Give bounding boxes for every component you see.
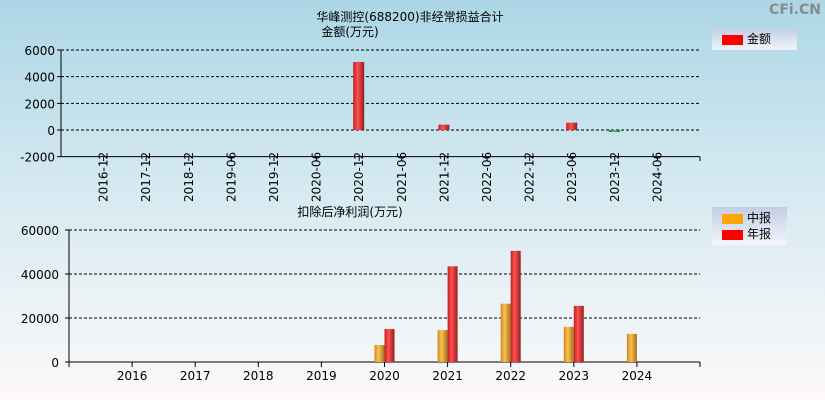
x-tick-label: 2022-12 — [523, 152, 537, 202]
x-tick-label: 2023-06 — [565, 152, 579, 202]
x-tick-label: 2021-12 — [437, 152, 451, 202]
legend-bottom: 中报 年报 — [712, 207, 787, 245]
x-tick-label: 2017-12 — [139, 152, 153, 202]
x-tick-label: 2021-06 — [395, 152, 409, 202]
x-tick-label: 2024 — [622, 369, 653, 383]
x-tick-label: 2024-06 — [650, 152, 664, 202]
bar-interim — [626, 333, 637, 362]
legend-label-amount: 金额 — [747, 32, 772, 46]
y-tick-label: 4000 — [24, 71, 55, 85]
bar-interim — [374, 345, 385, 362]
y-tick-label: -2000 — [20, 151, 55, 165]
bar-amount — [608, 130, 620, 132]
bar-interim — [563, 326, 574, 362]
bar-annual — [447, 266, 458, 362]
y-tick-label: 40000 — [21, 268, 59, 282]
bar-amount — [566, 122, 578, 130]
watermark-logo: CFi.CN — [769, 2, 821, 18]
x-tick-label: 2023-12 — [608, 152, 622, 202]
bar-annual — [384, 329, 395, 362]
x-tick-label: 2018 — [243, 369, 274, 383]
y-tick-label: 60000 — [21, 224, 59, 238]
bar-annual — [573, 305, 584, 362]
y-tick-label: 6000 — [24, 44, 55, 58]
y-tick-label: 0 — [51, 356, 59, 370]
legend-top: 金额 — [712, 28, 797, 50]
chart-title: 华峰测控(688200)非经常损益合计 — [316, 9, 503, 24]
x-tick-label: 2022-06 — [480, 152, 494, 202]
x-tick-label: 2021 — [432, 369, 463, 383]
chart-title: 扣除后净利润(万元) — [297, 204, 402, 219]
bar-annual — [510, 250, 521, 362]
legend-label-annual: 年报 — [747, 227, 772, 241]
x-tick-label: 2020 — [369, 369, 400, 383]
chart-subtitle: 金额(万元) — [321, 24, 378, 39]
x-tick-label: 2020-12 — [352, 152, 366, 202]
bar-amount — [438, 124, 450, 130]
legend-label-interim: 中报 — [747, 211, 772, 225]
x-tick-label: 2022 — [495, 369, 526, 383]
y-tick-label: 2000 — [24, 97, 55, 111]
legend-swatch-annual — [722, 229, 743, 240]
y-tick-label: 20000 — [21, 312, 59, 326]
x-tick-label: 2019 — [306, 369, 337, 383]
x-tick-label: 2016 — [117, 369, 148, 383]
x-tick-label: 2018-12 — [182, 152, 196, 202]
x-tick-label: 2019-12 — [267, 152, 281, 202]
y-tick-label: 0 — [47, 124, 55, 138]
x-tick-label: 2019-06 — [224, 152, 238, 202]
x-tick-label: 2017 — [180, 369, 211, 383]
legend-swatch-amount — [722, 34, 743, 45]
bar-amount — [353, 62, 365, 130]
x-tick-label: 2016-12 — [97, 152, 111, 202]
x-tick-label: 2023 — [559, 369, 590, 383]
legend-swatch-interim — [722, 213, 743, 224]
x-tick-label: 2020-06 — [310, 152, 324, 202]
bar-interim — [500, 303, 511, 362]
bar-interim — [437, 330, 448, 362]
